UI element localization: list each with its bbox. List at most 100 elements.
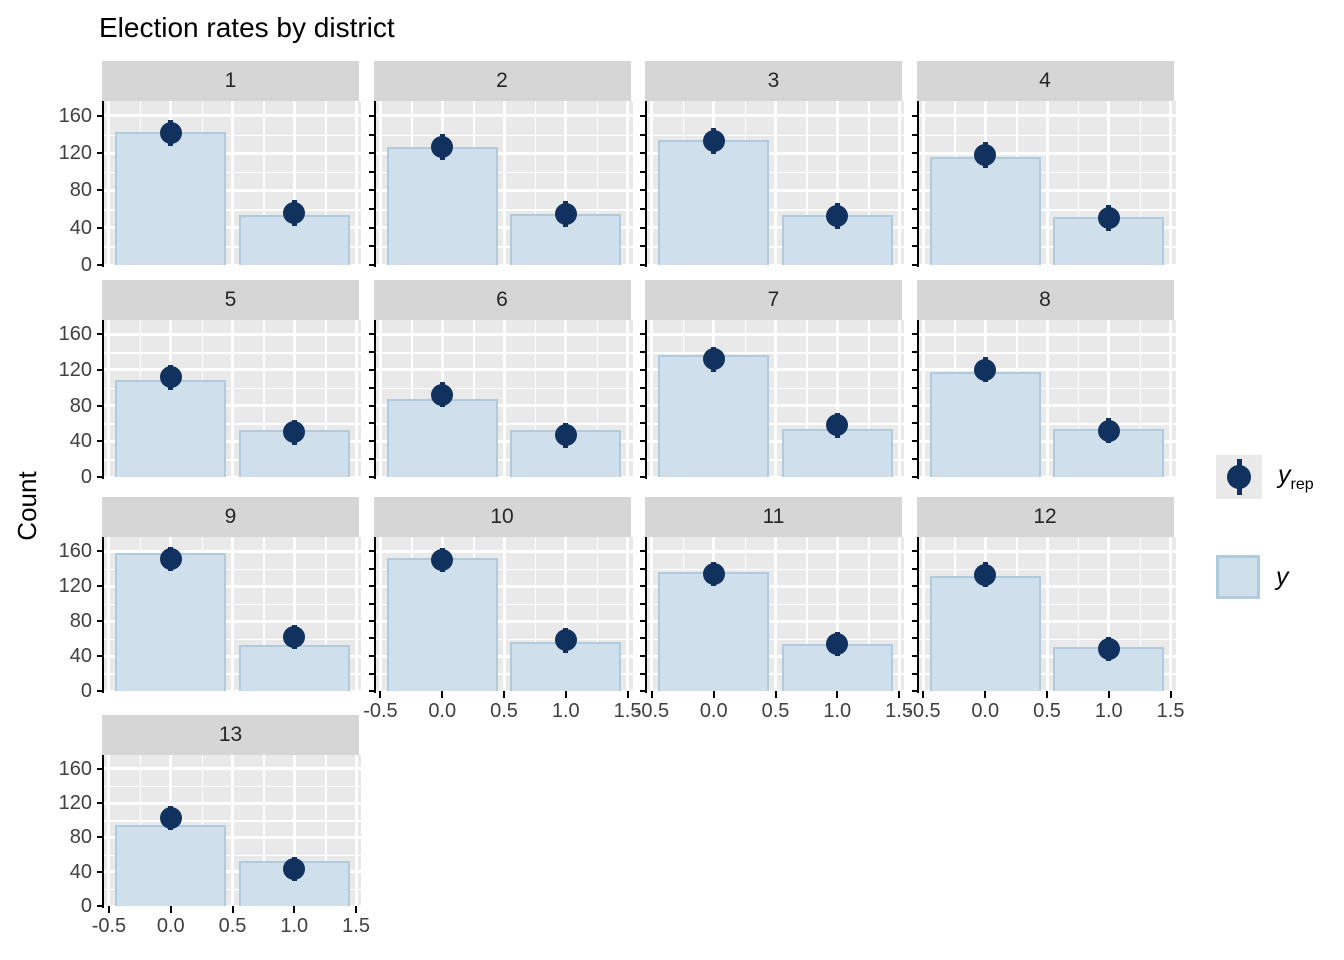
bar-y bbox=[115, 131, 227, 265]
yrep-point bbox=[159, 547, 182, 570]
y-axis-tick bbox=[368, 476, 376, 478]
gridline-minor-v bbox=[1139, 320, 1142, 477]
y-axis-tick bbox=[911, 690, 919, 692]
y-axis-tick bbox=[911, 133, 919, 136]
y-axis-tick bbox=[368, 264, 376, 266]
gridline-major-v bbox=[1107, 537, 1111, 691]
gridline-minor-v bbox=[868, 320, 870, 477]
y-axis-tick bbox=[640, 189, 647, 192]
x-axis-tick bbox=[898, 691, 901, 698]
gridline-major-v bbox=[354, 755, 358, 906]
y-axis-tick bbox=[911, 440, 919, 443]
facet-strip-label: 11 bbox=[762, 505, 785, 528]
gridline-major-h bbox=[375, 475, 633, 479]
x-axis-tick bbox=[564, 691, 567, 698]
yrep-point bbox=[826, 204, 849, 227]
y-axis-tick bbox=[368, 567, 376, 570]
gridline-minor-v bbox=[263, 755, 265, 906]
gridline-major-v bbox=[564, 320, 568, 477]
y-axis-tick bbox=[368, 602, 376, 605]
yrep-point bbox=[159, 121, 182, 144]
y-axis-tick bbox=[368, 440, 376, 443]
gridline-major-v bbox=[502, 537, 506, 691]
gridline-minor-v bbox=[806, 101, 808, 265]
gridline-minor-v bbox=[534, 101, 537, 265]
x-axis-tick bbox=[1046, 691, 1048, 698]
y-axis-tick bbox=[97, 189, 104, 192]
facet-4: 4 bbox=[911, 61, 1176, 267]
gridline-minor-v bbox=[1139, 537, 1142, 691]
y-axis-tick bbox=[911, 550, 919, 552]
y-axis-tick bbox=[368, 637, 376, 640]
gridline-major-v bbox=[564, 101, 568, 265]
y-axis-tick bbox=[640, 620, 647, 622]
yrep-point bbox=[283, 625, 306, 648]
x-tick-label: -0.5 bbox=[906, 700, 941, 722]
bar-y bbox=[929, 156, 1041, 265]
y-axis-tick bbox=[640, 422, 647, 425]
x-axis-tick bbox=[984, 691, 987, 698]
facet-1: 1 0 40 80 120 160 bbox=[59, 61, 361, 276]
legend-label-yrep-main: y bbox=[1278, 460, 1291, 489]
yrep-point bbox=[431, 383, 454, 406]
gridline-minor-v bbox=[534, 320, 537, 477]
x-axis-tick bbox=[1169, 691, 1172, 698]
facet-11: 11 -0.5 0.0 0.5 1.0 1.5 bbox=[635, 497, 913, 722]
y-axis-tick bbox=[911, 585, 919, 587]
y-axis-tick bbox=[368, 404, 376, 407]
facet-strip: 7 bbox=[645, 280, 902, 320]
gridline-major-v bbox=[107, 101, 111, 265]
facet-strip: 11 bbox=[645, 497, 902, 537]
y-axis-tick bbox=[640, 170, 647, 173]
y-axis-tick bbox=[640, 567, 647, 570]
gridline-minor-v bbox=[325, 537, 327, 691]
y-axis-tick bbox=[640, 333, 647, 336]
gridline-major-v bbox=[774, 320, 777, 477]
gridline-minor-v bbox=[534, 537, 537, 691]
y-axis-tick bbox=[368, 189, 376, 192]
y-tick-label: 40 bbox=[69, 860, 92, 883]
y-axis-tick bbox=[97, 368, 104, 371]
gridline-minor-v bbox=[806, 537, 808, 691]
y-axis-tick bbox=[911, 476, 919, 478]
y-axis-tick bbox=[368, 152, 376, 155]
facet-strip: 12 bbox=[916, 497, 1174, 537]
y-tick-label: 0 bbox=[80, 895, 92, 917]
gridline-major-h bbox=[104, 263, 361, 267]
facet-strip-label: 10 bbox=[490, 505, 514, 528]
bar-y bbox=[115, 824, 227, 906]
y-axis-tick bbox=[911, 351, 919, 354]
y-axis-tick bbox=[640, 208, 647, 211]
yrep-point bbox=[702, 130, 725, 153]
gridline-major-v bbox=[897, 537, 901, 691]
gridline-major-v bbox=[107, 755, 111, 906]
y-axis-tick bbox=[640, 245, 647, 248]
gridline-major-v bbox=[502, 101, 506, 265]
gridline-major-v bbox=[921, 320, 925, 477]
gridline-major-v bbox=[354, 537, 358, 691]
y-axis-tick bbox=[640, 655, 647, 657]
x-tick-label: -0.5 bbox=[634, 700, 670, 722]
y-tick-label: 40 bbox=[69, 430, 92, 453]
gridline-major-v bbox=[626, 537, 630, 691]
y-axis-tick bbox=[640, 550, 647, 552]
y-axis-tick bbox=[911, 386, 919, 389]
legend-label-yrep-sub: rep bbox=[1290, 475, 1314, 493]
yrep-point bbox=[431, 135, 454, 158]
panel bbox=[640, 101, 904, 267]
gridline-major-h bbox=[647, 475, 904, 479]
gridline-minor-v bbox=[868, 537, 870, 691]
gridline-minor-v bbox=[263, 537, 265, 691]
panel bbox=[911, 320, 1176, 479]
bar-y bbox=[658, 572, 770, 691]
gridline-major-h bbox=[918, 263, 1176, 267]
y-axis-tick bbox=[368, 333, 376, 336]
y-tick-label: 0 bbox=[80, 680, 92, 702]
x-axis-tick bbox=[1107, 691, 1110, 698]
y-axis-tick bbox=[911, 368, 919, 371]
y-axis-tick bbox=[97, 476, 104, 478]
panel bbox=[640, 320, 904, 479]
gridline-major-v bbox=[292, 320, 296, 477]
y-axis-tick bbox=[368, 170, 376, 173]
